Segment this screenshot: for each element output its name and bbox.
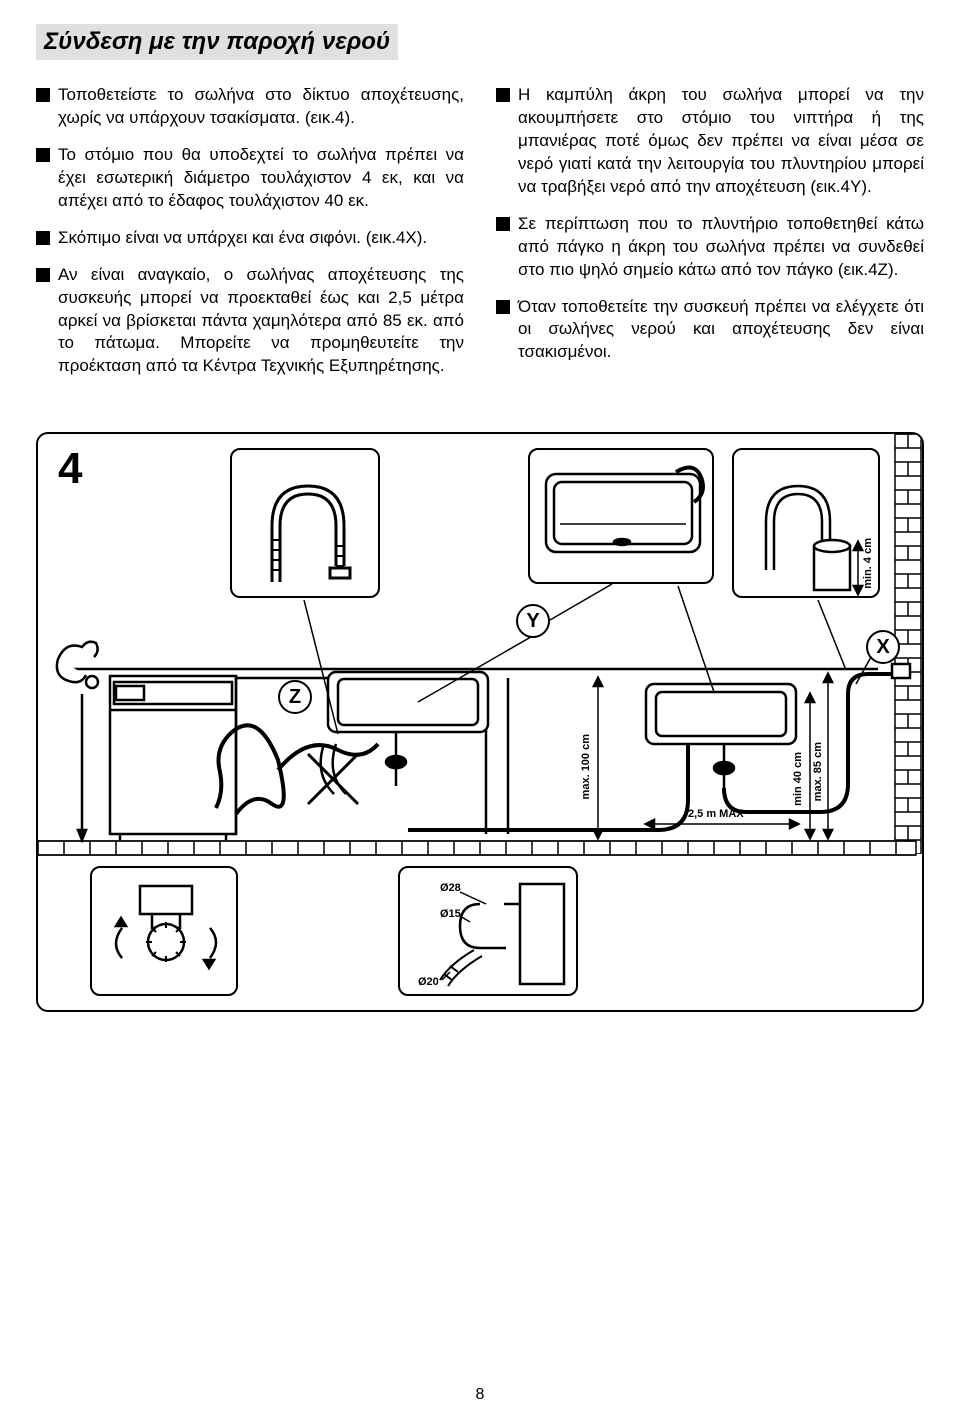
bullet-item: Σε περίπτωση που το πλυντήριο τοποθετηθε… (496, 213, 924, 282)
inset-hose-arch-y (230, 448, 380, 598)
bullet-text: Αν είναι αναγκαίο, ο σωλήνας αποχέτευσης… (58, 264, 464, 379)
bullet-item: Αν είναι αναγκαίο, ο σωλήνας αποχέτευσης… (36, 264, 464, 379)
bullet-text: Η καμπύλη άκρη του σωλήνα μπορεί να την … (518, 84, 924, 199)
figure-4: 4 (36, 432, 924, 1012)
dim-d20: Ø20 (418, 976, 439, 988)
square-bullet-icon (36, 268, 50, 282)
page-number: 8 (476, 1386, 485, 1404)
square-bullet-icon (496, 217, 510, 231)
dim-d28: Ø28 (440, 882, 461, 894)
left-column: Τοποθετείστε το σωλήνα στο δίκτυο αποχέτ… (36, 84, 464, 392)
standpipe-icon (734, 450, 882, 600)
hose-arch-icon (232, 450, 382, 600)
right-column: Η καμπύλη άκρη του σωλήνα μπορεί να την … (496, 84, 924, 392)
square-bullet-icon (36, 88, 50, 102)
section-heading: Σύνδεση με την παροχή νερού (36, 24, 398, 60)
dim-d15: Ø15 (440, 908, 461, 920)
foot-adjust-icon (92, 868, 240, 998)
square-bullet-icon (496, 300, 510, 314)
square-bullet-icon (36, 148, 50, 162)
inset-sink-y (528, 448, 714, 584)
inset-standpipe: min. 4 cm (732, 448, 880, 598)
bullet-item: Η καμπύλη άκρη του σωλήνα μπορεί να την … (496, 84, 924, 199)
square-bullet-icon (36, 231, 50, 245)
bullet-item: Σκόπιμο είναι να υπάρχει και ένα σιφόνι.… (36, 227, 464, 250)
inset-connector-diameters: Ø28 Ø15 Ø20 (398, 866, 578, 996)
bullet-item: Τοποθετείστε το σωλήνα στο δίκτυο αποχέτ… (36, 84, 464, 130)
bullet-text: Σκόπιμο είναι να υπάρχει και ένα σιφόνι.… (58, 227, 464, 250)
sink-hose-icon (530, 450, 716, 586)
inset-foot-adjust (90, 866, 238, 996)
dim-min4cm: min. 4 cm (862, 538, 874, 589)
bullet-text: Όταν τοποθετείτε την συσκευή πρέπει να ε… (518, 296, 924, 365)
bullet-text: Σε περίπτωση που το πλυντήριο τοποθετηθε… (518, 213, 924, 282)
bullet-item: Όταν τοποθετείτε την συσκευή πρέπει να ε… (496, 296, 924, 365)
bullet-text: Τοποθετείστε το σωλήνα στο δίκτυο αποχέτ… (58, 84, 464, 130)
bullet-item: Το στόμιο που θα υποδεχτεί το σωλήνα πρέ… (36, 144, 464, 213)
text-columns: Τοποθετείστε το σωλήνα στο δίκτυο αποχέτ… (36, 84, 924, 392)
bullet-text: Το στόμιο που θα υποδεχτεί το σωλήνα πρέ… (58, 144, 464, 213)
square-bullet-icon (496, 88, 510, 102)
